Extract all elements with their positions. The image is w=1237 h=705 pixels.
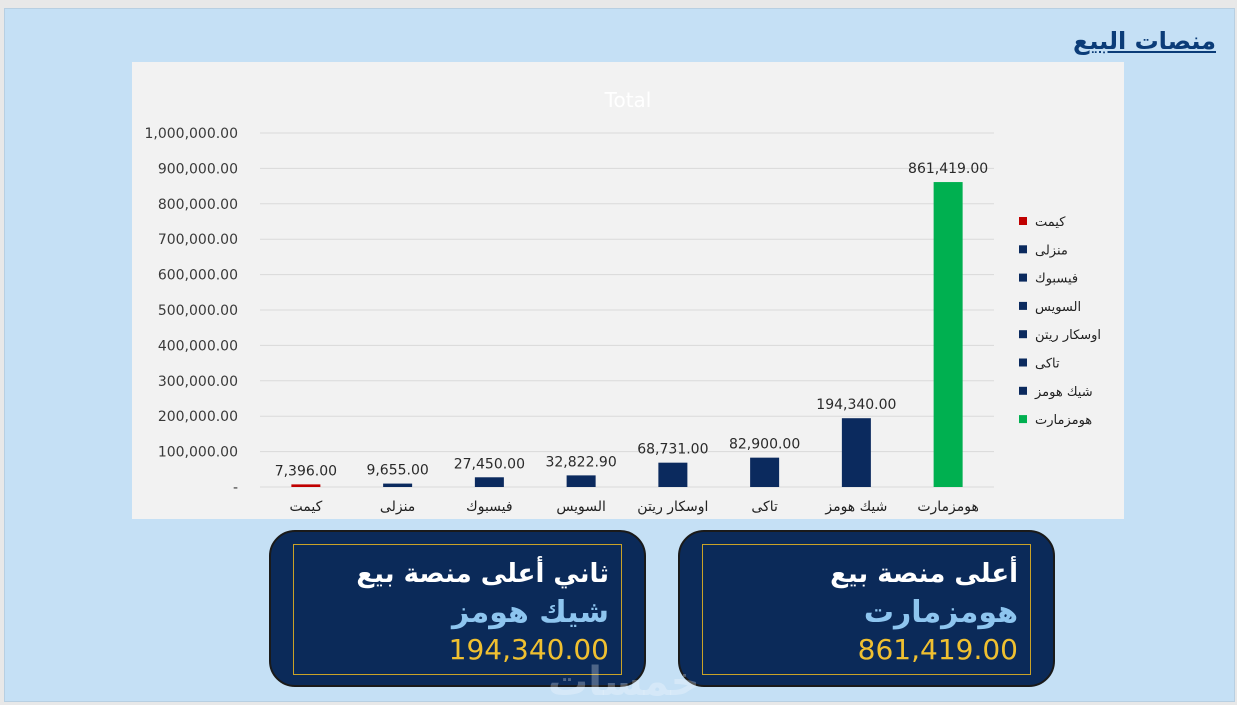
bar bbox=[841, 418, 871, 487]
y-tick-label: 700,000.00 bbox=[158, 232, 238, 248]
top-platform-card-border: أعلى منصة بيع هومزمارت 861,419.00 bbox=[702, 544, 1031, 675]
y-tick-label: 500,000.00 bbox=[158, 303, 238, 319]
top-platform-card: أعلى منصة بيع هومزمارت 861,419.00 bbox=[678, 530, 1055, 687]
x-category-label: شيك هومز bbox=[824, 499, 887, 515]
page-title: منصات البيع bbox=[1072, 27, 1216, 55]
bar bbox=[566, 475, 596, 487]
y-tick-label: 200,000.00 bbox=[158, 409, 238, 425]
data-label: 27,450.00 bbox=[454, 456, 525, 472]
top-platform-value: 861,419.00 bbox=[857, 633, 1018, 666]
y-tick-label: 900,000.00 bbox=[158, 161, 238, 177]
legend-label: اوسكار ريتن bbox=[1035, 328, 1101, 343]
bar bbox=[474, 477, 504, 487]
data-label: 32,822.90 bbox=[545, 454, 616, 470]
y-tick-label: 400,000.00 bbox=[158, 338, 238, 354]
x-category-label: هومزمارت bbox=[917, 499, 979, 515]
legend-label: تاكى bbox=[1035, 357, 1060, 372]
second-platform-heading: ثاني أعلى منصة بيع bbox=[356, 559, 609, 589]
bar bbox=[383, 483, 413, 487]
legend-label: السويس bbox=[1035, 300, 1081, 315]
top-platform-name: هومزمارت bbox=[863, 595, 1018, 630]
x-category-label: اوسكار ريتن bbox=[637, 499, 708, 515]
data-label: 68,731.00 bbox=[637, 442, 708, 458]
legend-swatch bbox=[1019, 386, 1027, 395]
bar-chart: Total - 100,000.00 200,000.00 300,000.00 400,… bbox=[144, 88, 1101, 515]
second-platform-name: شيك هومز bbox=[452, 595, 609, 630]
chart-panel: Total - 100,000.00 200,000.00 300,000.00 400,… bbox=[132, 62, 1124, 519]
x-category-label: تاكى bbox=[751, 499, 778, 515]
chart-title: Total bbox=[604, 88, 652, 112]
legend-label: شيك هومز bbox=[1034, 385, 1093, 400]
legend-label: هومزمارت bbox=[1035, 413, 1092, 428]
x-category-label: السويس bbox=[556, 499, 606, 515]
legend-swatch bbox=[1019, 358, 1027, 367]
legend-label: كيمت bbox=[1035, 215, 1066, 230]
x-category-label: كيمت bbox=[290, 499, 323, 515]
y-tick-label: 600,000.00 bbox=[158, 268, 238, 284]
second-platform-value: 194,340.00 bbox=[448, 633, 609, 666]
second-platform-card-border: ثاني أعلى منصة بيع شيك هومز 194,340.00 bbox=[293, 544, 622, 675]
y-tick-label: 100,000.00 bbox=[158, 445, 238, 461]
y-tick-label: 800,000.00 bbox=[158, 197, 238, 213]
data-label: 861,419.00 bbox=[908, 161, 988, 177]
bar bbox=[658, 462, 688, 487]
dashboard-frame: منصات البيع Total - 100,000.00 200,000.00 30… bbox=[4, 8, 1235, 705]
y-tick-label: 300,000.00 bbox=[158, 374, 238, 390]
legend-swatch bbox=[1019, 301, 1027, 310]
data-label: 9,655.00 bbox=[366, 463, 428, 479]
x-category-label: منزلى bbox=[380, 499, 415, 515]
legend-label: فيسبوك bbox=[1035, 272, 1078, 287]
x-category-label: فيسبوك bbox=[466, 499, 512, 515]
legend-swatch bbox=[1019, 245, 1027, 254]
legend-swatch bbox=[1019, 273, 1027, 282]
watermark: خمسات bbox=[548, 659, 700, 705]
y-tick-label: - bbox=[233, 480, 238, 496]
data-label: 82,900.00 bbox=[729, 437, 800, 453]
bar bbox=[933, 182, 963, 487]
data-label: 7,396.00 bbox=[275, 463, 337, 479]
legend-swatch bbox=[1019, 217, 1027, 225]
bar bbox=[291, 484, 321, 487]
legend-swatch bbox=[1019, 415, 1027, 424]
y-tick-label: 1,000,000.00 bbox=[144, 126, 238, 142]
second-platform-card: ثاني أعلى منصة بيع شيك هومز 194,340.00 bbox=[269, 530, 646, 687]
legend-label: منزلى bbox=[1035, 243, 1068, 258]
bar bbox=[750, 457, 780, 487]
data-label: 194,340.00 bbox=[816, 397, 896, 413]
top-platform-heading: أعلى منصة بيع bbox=[830, 559, 1018, 589]
legend-swatch bbox=[1019, 330, 1027, 339]
